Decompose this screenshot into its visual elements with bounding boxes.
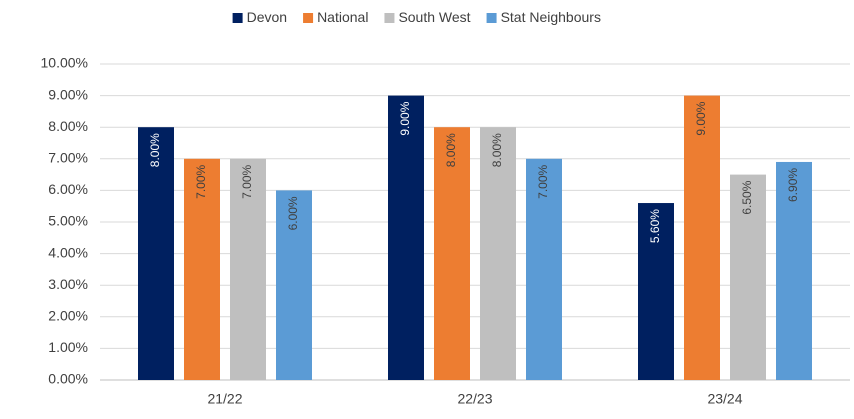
bar — [388, 95, 424, 380]
x-tick-label: 21/22 — [207, 391, 242, 407]
value-label: 7.00% — [194, 164, 208, 198]
x-tick-label: 22/23 — [457, 391, 492, 407]
legend-label: South West — [398, 9, 470, 25]
value-label: 9.00% — [694, 101, 708, 135]
legend-label: Stat Neighbours — [501, 9, 601, 25]
y-tick-label: 7.00% — [48, 150, 88, 166]
y-tick-label: 1.00% — [48, 339, 88, 355]
y-tick-label: 5.00% — [48, 213, 88, 229]
value-label: 9.00% — [398, 101, 412, 135]
y-tick-label: 4.00% — [48, 244, 88, 260]
legend-swatch — [303, 13, 314, 23]
y-tick-label: 9.00% — [48, 86, 88, 102]
bar — [730, 174, 766, 380]
bar — [138, 127, 174, 380]
bar — [684, 95, 720, 380]
bar — [480, 127, 516, 380]
value-label: 7.00% — [536, 164, 550, 198]
value-label: 8.00% — [444, 133, 458, 167]
bar — [276, 190, 312, 380]
value-label: 6.00% — [286, 196, 300, 230]
bar — [184, 158, 220, 380]
y-tick-label: 6.00% — [48, 181, 88, 197]
value-label: 6.50% — [740, 180, 754, 214]
bar — [434, 127, 470, 380]
value-label: 8.00% — [148, 133, 162, 167]
y-tick-label: 8.00% — [48, 118, 88, 134]
y-tick-label: 2.00% — [48, 308, 88, 324]
x-tick-label: 23/24 — [707, 391, 742, 407]
bar — [230, 158, 266, 380]
y-tick-label: 10.00% — [41, 55, 88, 71]
y-tick-label: 3.00% — [48, 276, 88, 292]
bar — [526, 158, 562, 380]
value-label: 6.90% — [786, 168, 800, 202]
bar — [638, 203, 674, 380]
legend-swatch — [486, 13, 497, 23]
legend-swatch — [384, 13, 395, 23]
value-label: 8.00% — [490, 133, 504, 167]
legend-swatch — [232, 13, 243, 23]
y-tick-label: 0.00% — [48, 371, 88, 387]
value-label: 7.00% — [240, 164, 254, 198]
value-label: 5.60% — [648, 209, 662, 243]
bar — [776, 161, 812, 380]
legend-label: Devon — [247, 9, 287, 25]
legend-label: National — [317, 9, 368, 25]
